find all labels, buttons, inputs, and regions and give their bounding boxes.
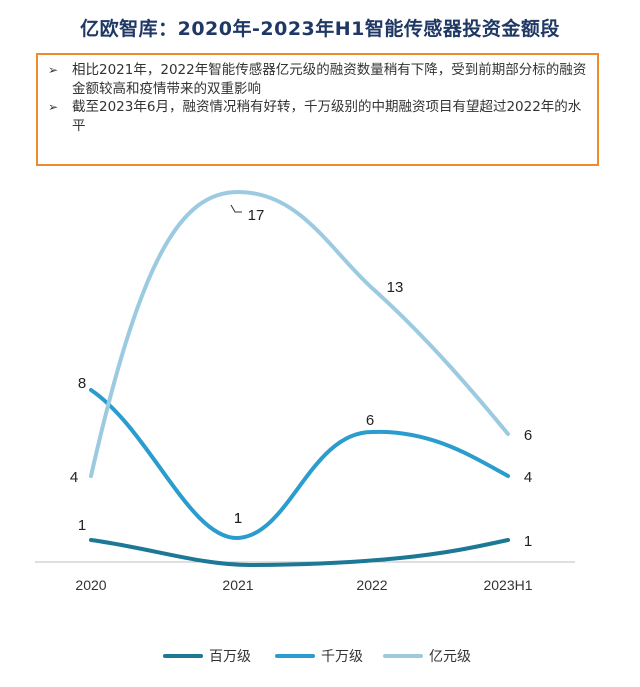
note-item: ➢ 相比2021年，2022年智能传感器亿元级的融资数量稍有下降，受到前期部分标… <box>48 61 587 98</box>
data-label: 1 <box>78 517 86 534</box>
data-label: 1 <box>234 510 242 527</box>
note-text-2: 截至2023年6月，融资情况稍有好转，千万级别的中期融资项目有望超过2022年的… <box>72 99 582 134</box>
data-label: 17 <box>248 207 265 224</box>
x-tick-label: 2020 <box>75 577 106 593</box>
legend-label: 亿元级 <box>429 649 471 665</box>
data-label: 1 <box>524 533 532 550</box>
series-line-1 <box>89 538 510 568</box>
series-line-3 <box>89 189 510 478</box>
data-label: 6 <box>524 427 532 444</box>
notes-box: ➢ 相比2021年，2022年智能传感器亿元级的融资数量稍有下降，受到前期部分标… <box>36 53 599 166</box>
data-label-leader <box>230 204 242 213</box>
data-label: 4 <box>70 469 78 486</box>
data-label: 6 <box>366 412 374 429</box>
x-tick-label: 2023H1 <box>483 577 532 593</box>
chart-title: 亿欧智库：2020年-2023年H1智能传感器投资金额段 <box>80 18 560 40</box>
bullet-arrow-icon: ➢ <box>48 63 59 77</box>
legend-label: 千万级 <box>321 649 363 665</box>
note-text-1: 相比2021年，2022年智能传感器亿元级的融资数量稍有下降，受到前期部分标的融… <box>72 62 587 97</box>
data-label: 4 <box>524 469 532 486</box>
series-line-2 <box>89 388 510 541</box>
legend-label: 百万级 <box>209 649 251 665</box>
x-tick-label: 2022 <box>356 577 387 593</box>
note-item: ➢ 截至2023年6月，融资情况稍有好转，千万级别的中期融资项目有望超过2022… <box>48 98 587 135</box>
data-label: 1 <box>234 510 242 527</box>
bullet-arrow-icon: ➢ <box>48 100 59 114</box>
x-tick-label: 2021 <box>222 577 253 593</box>
data-label: 8 <box>78 375 86 392</box>
data-label: 13 <box>387 279 404 296</box>
